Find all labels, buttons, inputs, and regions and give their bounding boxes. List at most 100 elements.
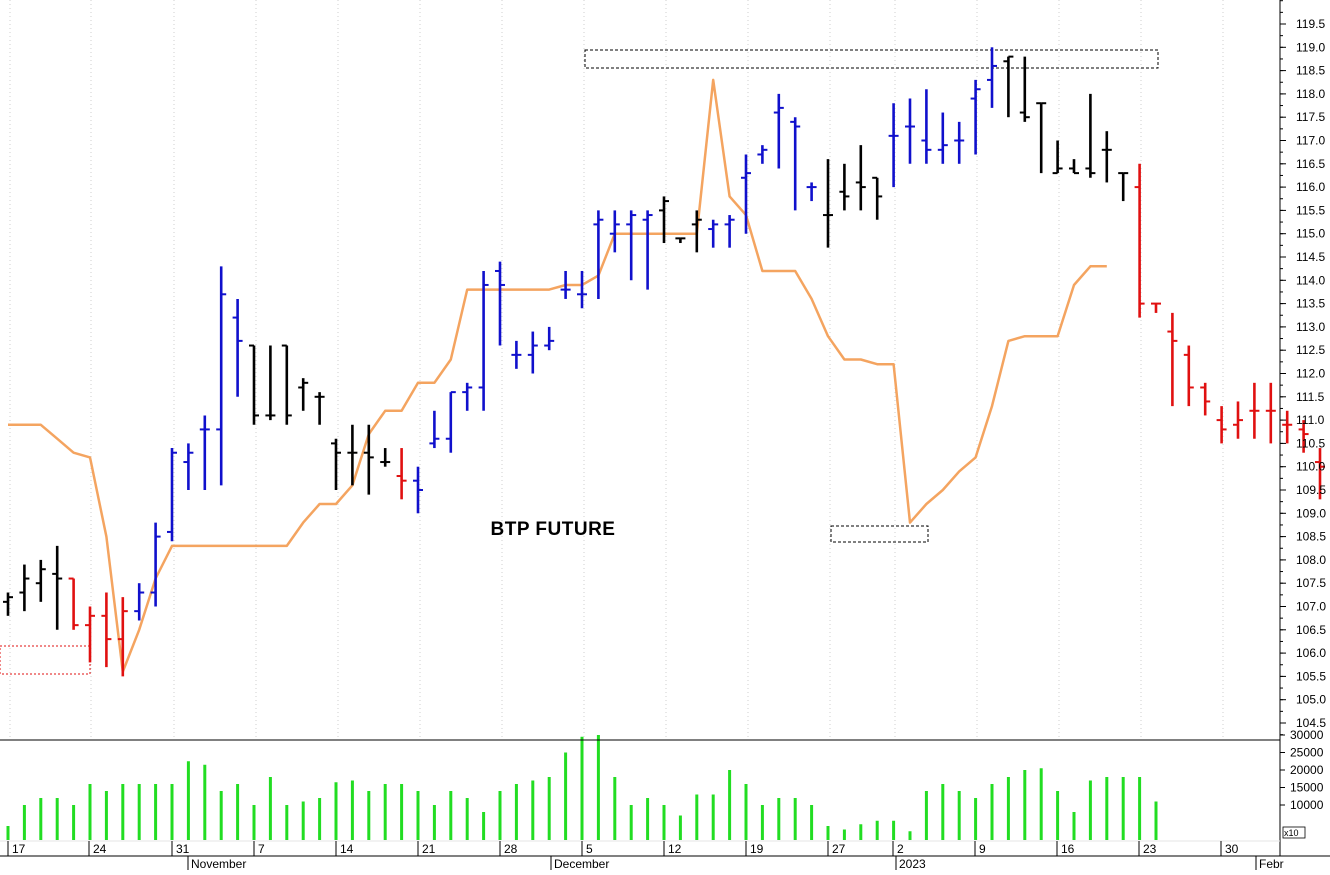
ohlc-bar	[331, 438, 341, 490]
ohlc-bar	[642, 210, 653, 290]
x-tick-label: 5	[586, 842, 593, 856]
price-bars-layer	[3, 47, 1325, 677]
ohlc-bar	[839, 163, 850, 211]
ohlc-bar	[626, 210, 637, 281]
ohlc-bar	[3, 592, 13, 616]
ohlc-bar	[1003, 55, 1014, 118]
ohlc-bar	[872, 176, 883, 220]
y-tick-label: 119.5	[1296, 17, 1325, 31]
ohlc-bar	[249, 344, 259, 425]
ohlc-bar	[1200, 382, 1211, 416]
x-tick-label: 16	[1061, 842, 1075, 856]
ohlc-bar	[445, 391, 456, 453]
volume-tick-label: 30000	[1290, 728, 1324, 742]
x-tick-label: 2	[897, 842, 904, 856]
trailing-stop-line	[8, 78, 1107, 673]
ohlc-bar	[757, 145, 768, 164]
ohlc-bar	[1282, 410, 1293, 444]
x-tick-label: 21	[422, 842, 436, 856]
y-tick-label: 118.0	[1296, 87, 1325, 101]
y-tick-label: 110.0	[1296, 460, 1325, 474]
x-tick-label: 14	[340, 842, 354, 856]
y-tick-label: 118.5	[1296, 64, 1325, 78]
y-tick-label: 113.0	[1296, 320, 1325, 334]
ohlc-bar	[790, 117, 801, 211]
ohlc-bar	[199, 415, 210, 490]
ohlc-bar	[495, 261, 505, 346]
ohlc-bar	[1216, 406, 1227, 444]
support-box	[830, 525, 929, 543]
y-tick-label: 104.5	[1296, 716, 1326, 730]
ohlc-bar	[773, 93, 784, 169]
x-tick-label: 19	[750, 842, 764, 856]
ohlc-bar	[183, 443, 194, 490]
ohlc-bar	[216, 266, 227, 486]
ohlc-bar	[806, 182, 817, 202]
y-tick-label: 110.5	[1296, 436, 1325, 450]
ohlc-bar	[134, 583, 145, 621]
grid-layer	[9, 0, 1224, 740]
x-tick-label: 31	[176, 842, 190, 856]
x-tick-label: 12	[668, 842, 682, 856]
ohlc-bar	[429, 410, 440, 449]
ohlc-bar	[265, 345, 276, 421]
volume-layer	[6, 735, 1158, 840]
y-tick-label: 108.0	[1296, 553, 1326, 567]
x-tick-label: 28	[504, 842, 518, 856]
month-label: December	[554, 857, 609, 870]
ohlc-bar	[1118, 172, 1129, 202]
ohlc-bar	[1233, 401, 1243, 439]
ohlc-bar	[741, 154, 751, 234]
ohlc-bar	[724, 215, 735, 248]
x-tick-label: 27	[832, 842, 846, 856]
ohlc-bar	[1249, 382, 1260, 439]
volume-tick-label: 20000	[1290, 763, 1324, 777]
ohlc-bar	[954, 121, 965, 164]
volume-tick-label: 15000	[1290, 781, 1324, 795]
ohlc-bar	[19, 564, 30, 612]
y-tick-label: 107.5	[1296, 576, 1326, 590]
y-tick-label: 106.0	[1296, 646, 1326, 660]
y-tick-label: 112.0	[1296, 367, 1325, 381]
y-tick-label: 106.5	[1296, 623, 1326, 637]
y-tick-label: 109.5	[1296, 483, 1326, 497]
ohlc-bar	[85, 606, 95, 663]
ohlc-bar	[511, 340, 522, 369]
month-label: November	[191, 857, 246, 870]
volume-tick-label: 10000	[1290, 798, 1324, 812]
ohlc-bar	[708, 219, 719, 248]
y-tick-label: 108.5	[1296, 530, 1326, 544]
x-tick-label: 17	[12, 842, 26, 856]
ohlc-bar	[675, 237, 686, 244]
volume-scale-box	[1282, 826, 1306, 839]
y-tick-label: 111.5	[1296, 390, 1325, 404]
month-label: 2023	[899, 857, 926, 870]
ohlc-bar	[1036, 102, 1047, 174]
ohlc-bar	[363, 424, 374, 495]
x-tick-label: 7	[258, 842, 265, 856]
y-tick-label: 112.5	[1296, 343, 1325, 357]
ohlc-bar	[1101, 131, 1112, 183]
ohlc-bar	[478, 270, 489, 411]
ohlc-bar	[921, 89, 932, 164]
ohlc-bar	[35, 559, 46, 602]
x-tick-label: 24	[93, 842, 107, 856]
x-tick-label: 9	[979, 842, 986, 856]
ohlc-bar	[101, 592, 112, 668]
volume-tick-label: 25000	[1290, 746, 1324, 760]
ohlc-bar	[150, 522, 161, 607]
ohlc-bar	[937, 112, 948, 164]
y-tick-label: 114.0	[1296, 273, 1325, 287]
volume-scale-note: x10	[1284, 828, 1299, 838]
resistance-box	[584, 49, 1159, 69]
ohlc-bar	[888, 103, 899, 188]
ohlc-bar	[1265, 382, 1276, 444]
ohlc-bar	[1151, 302, 1161, 313]
ohlc-bar	[905, 98, 915, 164]
ohlc-bar	[593, 210, 604, 299]
ohlc-bar	[1085, 93, 1096, 178]
ohlc-bar	[544, 326, 555, 351]
ohlc-bar	[855, 145, 866, 211]
